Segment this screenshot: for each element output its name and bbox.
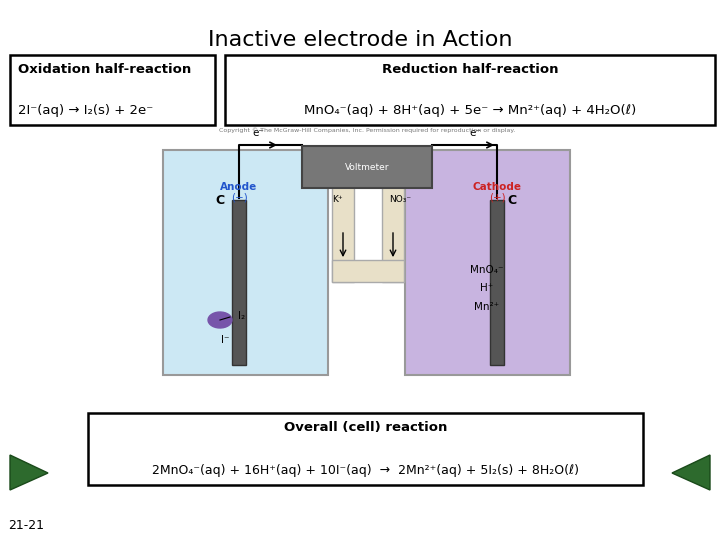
Text: Voltmeter: Voltmeter [345,163,390,172]
Text: Copyright © The McGraw-Hill Companies, Inc. Permission required for reproduction: Copyright © The McGraw-Hill Companies, I… [219,127,515,133]
Text: MnO₄⁻(aq) + 8H⁺(aq) + 5e⁻ → Mn²⁺(aq) + 4H₂O(ℓ): MnO₄⁻(aq) + 8H⁺(aq) + 5e⁻ → Mn²⁺(aq) + 4… [304,104,636,117]
Text: 21-21: 21-21 [8,519,44,532]
Text: (+): (+) [489,193,505,203]
Bar [332,260,404,282]
Text: Mn²⁺: Mn²⁺ [474,302,500,312]
Text: Inactive electrode in Action: Inactive electrode in Action [208,30,512,50]
Text: C: C [215,193,225,206]
Polygon shape [208,312,232,328]
Bar [490,200,504,365]
Text: NO₃⁻: NO₃⁻ [389,195,411,205]
Bar [225,55,715,125]
Text: 2MnO₄⁻(aq) + 16H⁺(aq) + 10I⁻(aq)  →  2Mn²⁺(aq) + 5I₂(s) + 8H₂O(ℓ): 2MnO₄⁻(aq) + 16H⁺(aq) + 10I⁻(aq) → 2Mn²⁺… [152,464,579,477]
Text: K⁺: K⁺ [332,195,342,205]
Text: e⁻: e⁻ [469,128,481,138]
Text: Cathode: Cathode [472,182,521,192]
Text: 2I⁻(aq) → I₂(s) + 2e⁻: 2I⁻(aq) → I₂(s) + 2e⁻ [18,104,153,117]
Text: Reduction half-reaction: Reduction half-reaction [382,63,558,76]
Polygon shape [10,455,48,490]
Text: e⁻: e⁻ [252,128,264,138]
Bar [332,172,354,282]
Bar [382,172,404,282]
Text: Anode: Anode [220,182,258,192]
Bar [302,146,432,188]
Text: H⁺: H⁺ [480,283,494,293]
Text: Oxidation half-reaction: Oxidation half-reaction [18,63,192,76]
Bar [405,150,570,375]
Text: I₂: I₂ [238,311,245,321]
Polygon shape [672,455,710,490]
Text: Overall (cell) reaction: Overall (cell) reaction [284,421,447,434]
Bar [10,55,215,125]
Text: (−): (−) [230,193,248,203]
Text: I⁻: I⁻ [221,335,229,345]
Text: MnO₄⁻: MnO₄⁻ [470,265,504,275]
Bar [232,200,246,365]
Text: C: C [508,193,516,206]
Bar [88,413,643,485]
Bar [163,150,328,375]
